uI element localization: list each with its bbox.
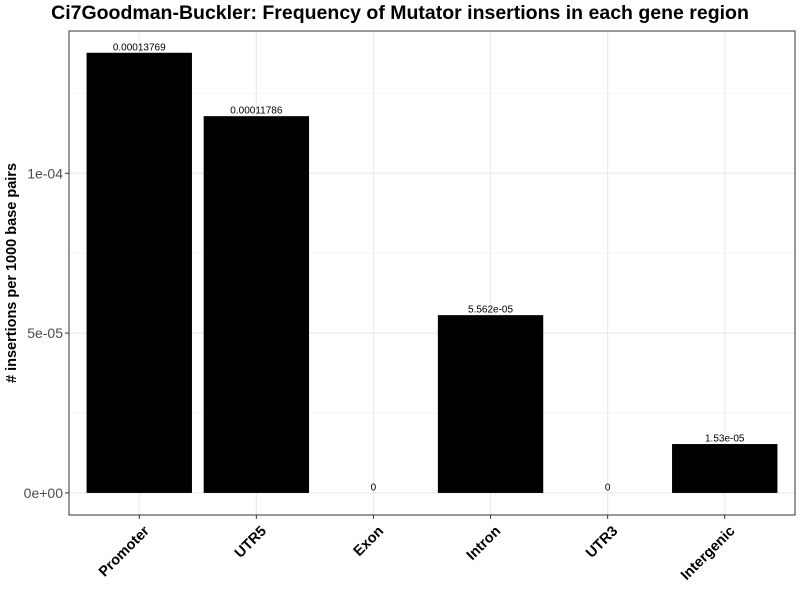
data-label-intergenic: 1.53e-05 xyxy=(705,434,745,445)
x-tick-label-utr3: UTR3 xyxy=(583,523,621,561)
x-tick-label-promoter: Promoter xyxy=(96,523,153,580)
x-tick-label-exon: Exon xyxy=(351,523,387,559)
x-tick-label-utr5: UTR5 xyxy=(232,523,270,561)
bar-intergenic xyxy=(672,444,778,493)
data-label-intron: 5.562e-05 xyxy=(468,305,513,316)
bar-utr5 xyxy=(203,116,310,493)
x-axis-ticks: Promoter UTR5 Exon Intron UTR3 Intergenic xyxy=(96,515,738,584)
y-tick-label: 1e-04 xyxy=(27,165,63,181)
x-tick-label-intergenic: Intergenic xyxy=(678,523,738,583)
bar-intron xyxy=(437,315,544,493)
data-label-promoter: 0.00013769 xyxy=(113,42,166,53)
data-label-utr3: 0 xyxy=(605,482,611,493)
plot-panel-border xyxy=(68,30,796,516)
bar-promoter xyxy=(86,52,192,493)
x-tick-label-intron: Intron xyxy=(464,523,504,563)
chart-title: Ci7Goodman-Buckler: Frequency of Mutator… xyxy=(51,2,749,24)
data-label-utr5: 0.00011786 xyxy=(230,106,283,117)
data-labels: 0.00013769 0.00011786 0 5.562e-05 0 1.53e-05 xyxy=(113,42,745,493)
data-label-exon: 0 xyxy=(371,482,377,493)
bars xyxy=(86,52,778,493)
y-tick-label: 5e-05 xyxy=(27,325,63,341)
y-axis-ticks: 0e+00 5e-05 1e-04 xyxy=(24,165,69,501)
y-tick-label: 0e+00 xyxy=(24,485,64,501)
